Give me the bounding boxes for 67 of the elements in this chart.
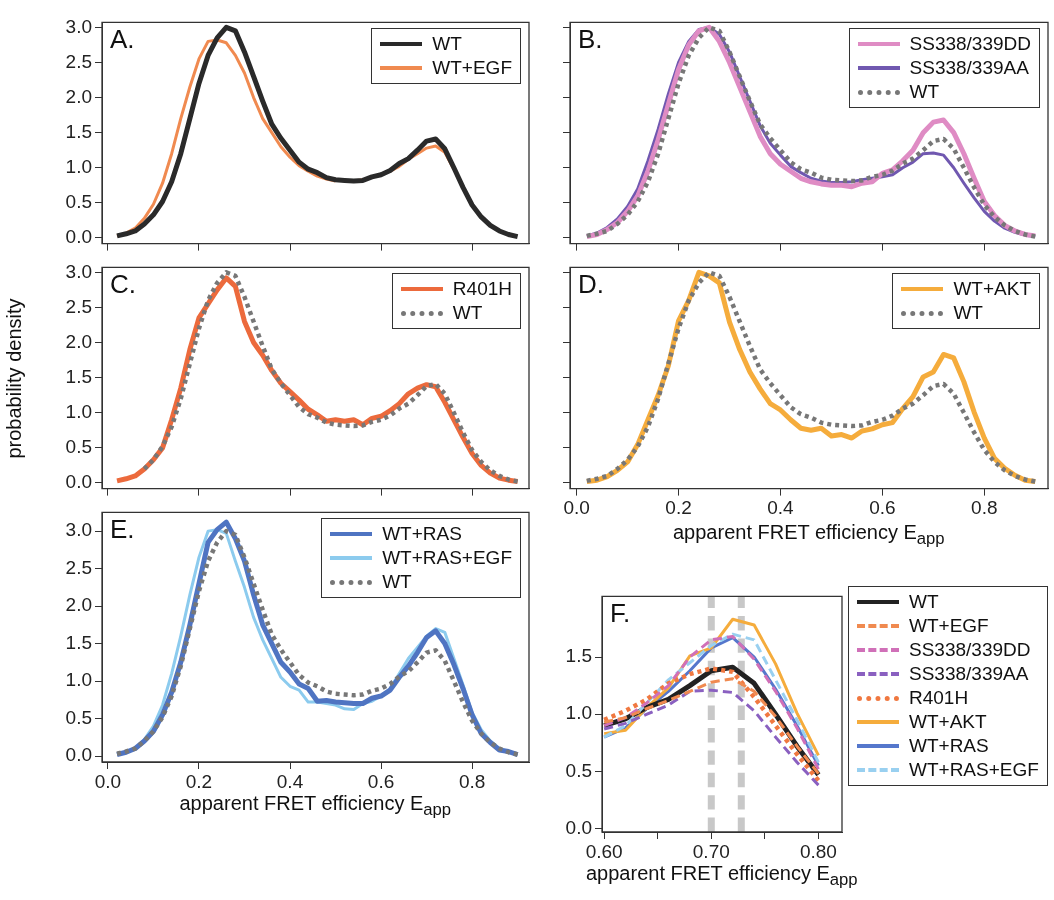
- y-tick-label: 0.0: [65, 744, 92, 766]
- legend-label: WT+RAS: [382, 522, 462, 547]
- x-tick-label: 0.2: [665, 497, 692, 519]
- legend-label: SS338/339DD: [909, 32, 1031, 57]
- y-tick-label: 1.0: [565, 702, 592, 724]
- legend-label: WT+EGF: [909, 614, 989, 639]
- legend-label: SS338/339AA: [909, 662, 1029, 687]
- legend-label: SS338/339DD: [909, 638, 1031, 663]
- legend-label: WT: [953, 301, 983, 326]
- y-tick-label: 2.0: [65, 85, 92, 107]
- x-tick-label: 0.6: [869, 497, 896, 519]
- y-tick-label: 3.0: [65, 519, 92, 541]
- y-tick-label: 1.0: [65, 155, 92, 177]
- legend-label: WT+RAS: [909, 734, 989, 759]
- x-tick-label: 0.8: [971, 497, 998, 519]
- x-axis-title: apparent FRET efficiency E$_{app}$: [586, 862, 858, 890]
- y-tick-label: 0.5: [65, 191, 92, 213]
- y-tick-label: 0.0: [65, 471, 92, 493]
- x-axis-title: apparent FRET efficiency E$_{app}$: [673, 521, 945, 549]
- y-tick-label: 0.0: [65, 226, 92, 248]
- x-tick-label: 0.8: [458, 770, 486, 792]
- x-tick-label: 0.4: [767, 497, 795, 519]
- y-tick-label: 2.0: [65, 594, 92, 616]
- y-tick-label: 3.0: [65, 15, 92, 37]
- legend-label: R401H: [909, 686, 969, 711]
- legend-label: WT: [909, 80, 940, 105]
- legend-label: R401H: [452, 277, 512, 302]
- y-tick-label: 2.0: [65, 330, 92, 352]
- x-tick-label: 0.4: [276, 770, 304, 792]
- y-tick-label: 1.0: [65, 400, 92, 422]
- y-tick-label: 0.5: [65, 436, 92, 458]
- y-tick-label: 1.5: [65, 365, 92, 387]
- y-axis-title: probability density: [2, 297, 26, 459]
- legend-label: WT+RAS+EGF: [382, 546, 512, 571]
- x-tick-label: 0.6: [367, 770, 395, 792]
- legend-label: WT+AKT: [909, 710, 987, 735]
- y-tick-label: 1.5: [565, 645, 592, 667]
- legend-label: WT: [432, 32, 462, 57]
- x-axis-title: apparent FRET efficiency E$_{app}$: [179, 792, 452, 820]
- chart-title: C.: [110, 269, 136, 301]
- legend-label: WT: [452, 301, 483, 326]
- y-tick-label: 0.0: [565, 816, 592, 838]
- chart-title: E.: [110, 514, 135, 546]
- x-tick-label: 0.80: [799, 840, 837, 862]
- x-tick-label: 0.70: [692, 840, 730, 862]
- legend-label: WT+AKT: [953, 277, 1031, 302]
- legend-label: WT: [382, 570, 412, 595]
- y-tick-label: 1.0: [65, 669, 92, 691]
- y-tick-label: 1.5: [65, 120, 92, 142]
- chart-title: B.: [578, 24, 603, 56]
- y-tick-label: 2.5: [65, 556, 92, 578]
- y-tick-label: 2.5: [65, 295, 92, 317]
- legend-label: WT+EGF: [432, 56, 512, 81]
- legend-label: WT+RAS+EGF: [909, 758, 1039, 783]
- y-tick-label: 0.5: [65, 706, 92, 728]
- y-tick-label: 2.5: [65, 50, 92, 72]
- x-tick-label: 0.0: [94, 770, 122, 792]
- y-tick-label: 1.5: [65, 631, 92, 653]
- legend-label: SS338/339AA: [909, 56, 1029, 81]
- chart-title: D.: [578, 269, 604, 301]
- chart-title: F.: [610, 598, 631, 630]
- legend-label: WT: [909, 590, 939, 615]
- chart-title: A.: [110, 24, 135, 56]
- x-tick-label: 0.60: [585, 840, 623, 862]
- x-tick-label: 0.2: [185, 770, 213, 792]
- y-tick-label: 0.5: [565, 759, 592, 781]
- y-tick-label: 3.0: [65, 260, 92, 282]
